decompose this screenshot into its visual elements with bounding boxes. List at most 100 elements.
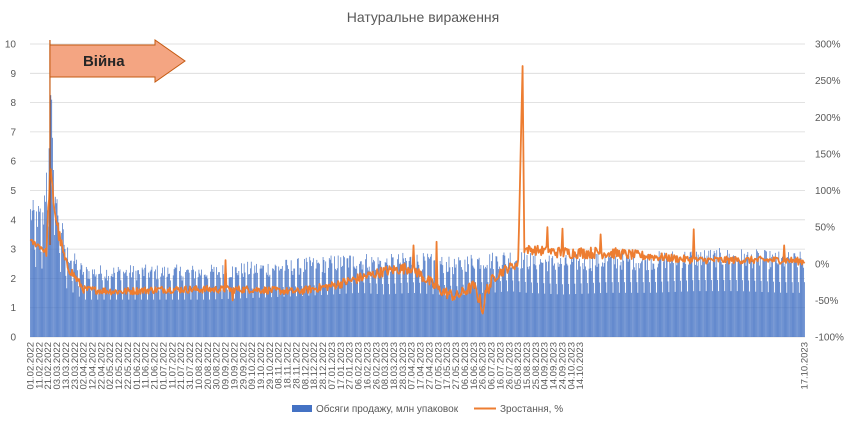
bar <box>682 262 684 337</box>
bar <box>38 206 39 337</box>
bar <box>275 265 277 337</box>
bar <box>565 255 567 337</box>
bar <box>605 282 607 337</box>
bar <box>243 263 245 337</box>
x-tick-label: 30.08.2022 <box>212 342 223 390</box>
bar <box>661 281 663 337</box>
x-tick-label: 11.06.2022 <box>141 342 152 389</box>
bar <box>187 269 189 337</box>
bar <box>681 268 683 337</box>
bar <box>717 280 719 337</box>
bar <box>672 262 674 337</box>
bar <box>137 270 139 337</box>
bar <box>711 280 712 337</box>
bar <box>792 292 794 337</box>
bar <box>798 292 800 337</box>
x-tick-label: 01.07.2022 <box>158 342 169 390</box>
legend-label-line: Зростання, % <box>500 404 563 415</box>
bar <box>501 264 503 337</box>
bar <box>440 264 442 337</box>
bar <box>788 252 789 337</box>
bar <box>366 254 367 337</box>
bar <box>284 270 286 337</box>
bar <box>420 293 421 337</box>
bar <box>218 272 219 337</box>
bar <box>261 268 263 337</box>
bar <box>139 274 140 337</box>
bar <box>583 269 585 337</box>
bar <box>209 299 210 337</box>
bar <box>327 294 328 337</box>
x-tick-label: 26.07.2023 <box>504 342 515 390</box>
bar <box>586 270 587 337</box>
bar <box>308 295 310 337</box>
bar <box>57 215 59 337</box>
bar <box>329 259 331 337</box>
bar <box>281 268 282 337</box>
bar <box>336 270 337 337</box>
bar <box>619 265 621 337</box>
bar <box>693 291 695 337</box>
bar <box>253 273 255 337</box>
bar <box>750 258 751 337</box>
bar <box>703 259 704 337</box>
bar <box>138 270 139 337</box>
bar <box>533 264 535 337</box>
bar <box>649 282 650 337</box>
bar <box>593 282 594 337</box>
bar <box>732 262 734 337</box>
bar <box>623 260 625 337</box>
bar <box>333 294 335 337</box>
bar <box>496 256 498 337</box>
bar <box>163 266 165 337</box>
bar <box>325 261 327 337</box>
bar <box>476 292 477 337</box>
x-tick-label: 18.12.2022 <box>309 342 320 390</box>
x-tick-label: 24.09.2023 <box>557 342 568 390</box>
bar <box>731 263 733 337</box>
bar <box>761 291 763 337</box>
bar <box>331 263 333 337</box>
bar <box>91 299 92 337</box>
bar <box>434 260 436 337</box>
bar <box>392 257 394 337</box>
bar <box>729 280 731 337</box>
bar <box>287 265 288 337</box>
chart-title: Натуральне вираження <box>347 9 499 25</box>
x-tick-label: 05.08.2023 <box>513 342 524 390</box>
bar <box>531 282 532 337</box>
bar <box>657 263 659 337</box>
bar <box>691 255 693 337</box>
y-tick-label: 4 <box>10 215 16 226</box>
bar <box>772 254 773 337</box>
bar <box>618 292 620 337</box>
bar <box>190 299 192 337</box>
bar <box>495 256 497 337</box>
bar <box>508 263 510 337</box>
bar <box>656 292 657 337</box>
bar <box>280 268 281 337</box>
bar <box>487 282 489 337</box>
x-tick-label: 08.03.2023 <box>380 342 391 390</box>
bar <box>491 261 492 337</box>
y-tick-label: 8 <box>10 98 16 109</box>
bar <box>71 280 73 337</box>
x-tick-label: 20.08.2022 <box>203 342 214 390</box>
bar <box>562 284 563 337</box>
bar <box>459 260 460 337</box>
bar <box>334 256 335 337</box>
bar <box>673 281 675 337</box>
bar <box>130 265 131 337</box>
bar <box>319 263 320 337</box>
bar <box>312 262 313 337</box>
bar <box>735 259 736 337</box>
bar <box>159 299 161 337</box>
bar <box>301 286 303 337</box>
bar <box>524 281 526 337</box>
growth-line <box>29 65 806 315</box>
bar <box>634 270 636 337</box>
bar <box>377 257 379 337</box>
bar <box>610 252 612 337</box>
bar <box>394 283 396 337</box>
bar <box>306 261 308 337</box>
